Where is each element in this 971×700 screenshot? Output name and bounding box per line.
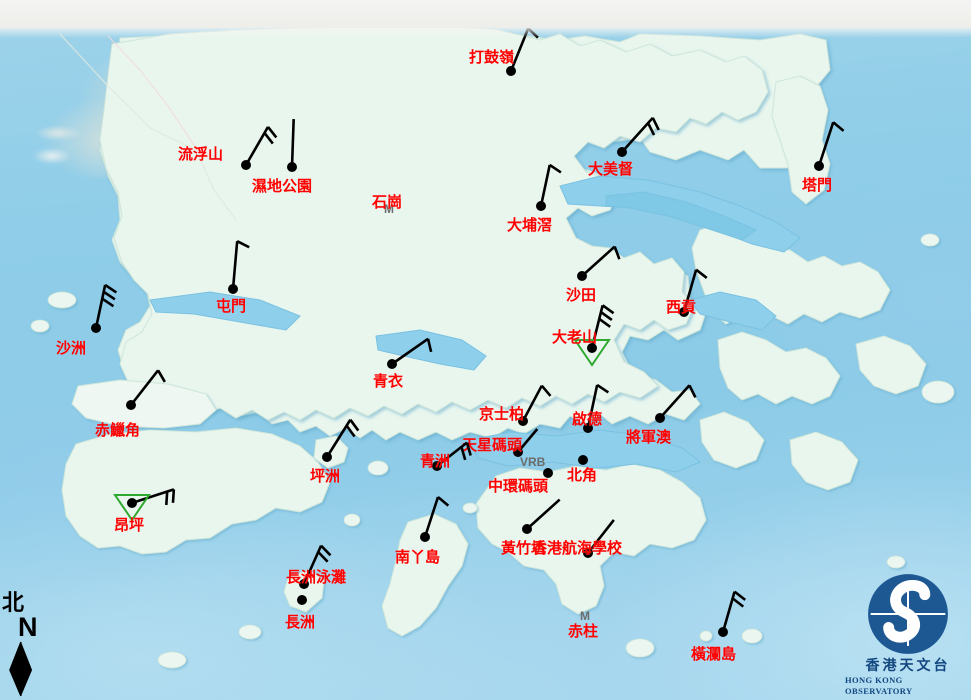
station-name-label: 北角 (567, 466, 598, 484)
wind-barb-icon (521, 384, 552, 422)
wind-barb-icon (436, 441, 472, 468)
compass-rose: 北 N (2, 592, 72, 700)
wind-barb-icon (290, 118, 295, 168)
station-name-label: 長洲泳灘 (286, 568, 347, 586)
title-bar (0, 0, 971, 28)
wind-barb-icon (539, 163, 562, 207)
station-name-label: 石崗 (372, 193, 403, 211)
station-name-label: 黃竹坑 (501, 539, 547, 557)
station-dot (587, 343, 597, 353)
station-name-label: 赤鱲角 (95, 421, 141, 439)
station-name-label: 將軍澳 (626, 428, 672, 446)
wind-barb-icon (391, 337, 433, 366)
station-dot (536, 201, 546, 211)
wind-barb-icon (581, 245, 621, 277)
station-dot (543, 468, 553, 478)
station-dot (228, 284, 238, 294)
variable-wind-label: VRB (520, 455, 546, 469)
station-dot (578, 455, 588, 465)
wind-barb-icon (586, 383, 610, 429)
station-name-label: 橫瀾島 (691, 645, 737, 663)
wind-barb-icon (621, 116, 660, 153)
station-name-label: 塔門 (802, 176, 833, 194)
station-dot (655, 413, 665, 423)
station-dot (583, 548, 593, 558)
station-dot (420, 532, 430, 542)
station-dot (127, 498, 137, 508)
compass-north-en: N (18, 612, 38, 642)
gale-triangle-icon (113, 494, 151, 522)
station-dot (297, 595, 307, 605)
station-dot (241, 160, 251, 170)
compass-needle-icon (9, 641, 32, 697)
missing-data-label: M (580, 609, 590, 623)
wind-barb-icon (659, 384, 697, 419)
station-name-label: 青衣 (373, 372, 404, 390)
wind-barb-icon (302, 544, 332, 585)
station-name-label: 京士柏 (479, 405, 525, 423)
station-name-label: 昂坪 (114, 516, 145, 534)
station-dot (718, 627, 728, 637)
station-name-label: 赤柱 (568, 622, 599, 640)
wind-barb-icon (131, 488, 176, 506)
station-name-label: 西貢 (666, 298, 697, 316)
wind-barb-icon (682, 268, 708, 313)
station-dot (577, 271, 587, 281)
station-name-label: 大埔滘 (507, 216, 553, 234)
station-dot (513, 447, 523, 457)
station-dot (617, 147, 627, 157)
wind-barb-icon (129, 369, 166, 406)
wind-barb-icon (526, 498, 561, 530)
station-dot (679, 307, 689, 317)
station-dot (322, 452, 332, 462)
station-name-label: 青洲 (420, 452, 451, 470)
station-dot (506, 66, 516, 76)
station-dot (522, 524, 532, 534)
station-name-label: 中環碼頭 (488, 477, 549, 495)
hko-logo: 香港天文台 HONG KONG OBSERVATORY (845, 564, 971, 700)
station-dot (299, 579, 309, 589)
station-dot (583, 423, 593, 433)
gale-triangle-icon (573, 339, 611, 367)
station-name-label: 打鼓嶺 (469, 48, 515, 66)
station-name-label: 沙田 (566, 286, 597, 304)
station-name-label: 香港航海學校 (532, 539, 623, 557)
station-dot (287, 162, 297, 172)
wind-barb-icon (721, 590, 747, 633)
wind-barb-icon (94, 283, 118, 329)
station-dot (387, 359, 397, 369)
station-name-label: 天星碼頭 (462, 436, 523, 454)
station-dot (814, 161, 824, 171)
wind-barb-icon (423, 496, 450, 538)
station-name-label: 屯門 (216, 297, 247, 315)
wind-barb-icon (244, 126, 278, 166)
station-dot (126, 400, 136, 410)
station-name-label: 南丫島 (395, 548, 441, 566)
station-name-label: 濕地公園 (252, 177, 313, 195)
station-dot (432, 461, 442, 471)
station-name-label: 啟德 (572, 410, 603, 428)
station-name-label: 流浮山 (178, 145, 224, 163)
station-dot (518, 416, 528, 426)
hko-name-en: HONG KONG OBSERVATORY (845, 674, 913, 696)
hko-name-cn: 香港天文台 (865, 658, 951, 675)
wind-barb-icon (231, 240, 250, 290)
compass-north-cn: 北 (2, 590, 25, 616)
station-name-label: 大老山 (552, 328, 598, 346)
station-name-label: 沙洲 (56, 339, 87, 357)
station-name-label: 大美督 (588, 160, 634, 178)
station-name-label: 坪洲 (310, 467, 341, 485)
wind-barb-icon (325, 418, 360, 458)
station-dot (91, 323, 101, 333)
hko-emblem-icon (868, 574, 948, 655)
missing-data-label: M (384, 202, 394, 216)
station-name-label: 長洲 (285, 613, 316, 631)
wind-barb-icon (586, 519, 615, 554)
wind-barb-icon (817, 121, 845, 167)
